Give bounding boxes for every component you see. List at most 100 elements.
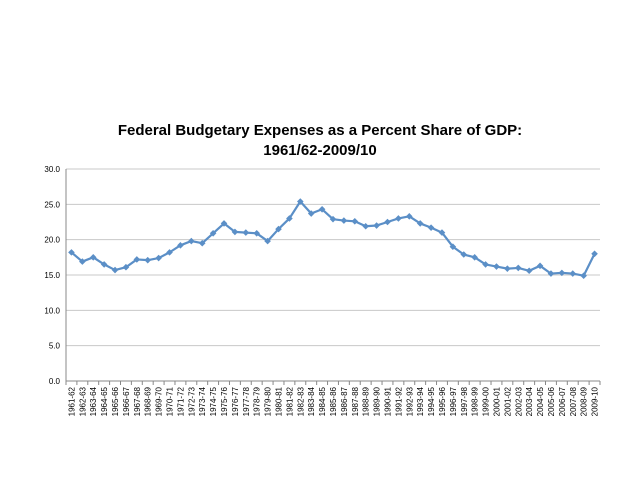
x-tick-label: 1987-88	[351, 386, 360, 416]
x-tick-label: 1981-82	[285, 386, 294, 416]
data-point	[416, 220, 424, 227]
data-point	[362, 222, 369, 230]
x-tick-label: 1989-90	[373, 386, 382, 416]
data-point	[318, 205, 326, 213]
x-tick-label: 1964-65	[100, 386, 109, 416]
x-tick-label: 1991-92	[394, 386, 403, 416]
x-tick-label: 2002-03	[514, 386, 523, 416]
data-point	[591, 250, 598, 258]
data-point	[438, 229, 446, 236]
data-point	[482, 261, 489, 268]
x-tick-label: 2004-05	[536, 386, 545, 416]
data-point	[133, 256, 141, 263]
data-point	[504, 265, 511, 272]
data-point	[89, 254, 97, 261]
x-tick-label: 1985-86	[329, 386, 338, 416]
data-point	[177, 242, 184, 249]
data-point	[493, 263, 500, 270]
x-tick-label: 1963-64	[89, 386, 98, 416]
x-tick-label: 1978-79	[253, 386, 262, 416]
x-tick-label: 1983-84	[307, 386, 316, 416]
x-tick-label: 1966-67	[122, 386, 131, 416]
x-tick-label: 1971-72	[176, 386, 185, 416]
x-tick-label: 1986-87	[340, 386, 349, 416]
y-tick-label: 0.0	[49, 377, 61, 386]
chart-title-line-2: 1961/62-2009/10	[263, 142, 377, 159]
x-tick-label: 1974-75	[209, 386, 218, 416]
data-point	[569, 270, 577, 277]
data-point	[297, 198, 304, 205]
data-point	[307, 210, 315, 217]
x-tick-label: 1979-80	[264, 386, 273, 416]
x-tick-label: 2009-10	[591, 386, 600, 416]
x-tick-label: 2008-09	[580, 386, 589, 416]
data-point	[525, 267, 533, 275]
data-point	[111, 266, 119, 274]
data-point	[405, 213, 413, 220]
data-point	[144, 256, 152, 264]
x-tick-label: 1998-99	[471, 386, 480, 416]
y-tick-label: 25.0	[44, 200, 60, 209]
data-point	[79, 258, 86, 265]
data-point	[340, 217, 348, 224]
series-line	[70, 200, 596, 277]
data-point	[253, 230, 261, 237]
data-point	[395, 215, 402, 222]
x-tick-label: 1967-68	[133, 386, 142, 416]
data-point	[471, 254, 478, 261]
data-point	[514, 264, 522, 272]
data-point	[275, 225, 282, 233]
y-tick-labels: 0.0 5.0 10.0 15.0 20.0 25.0 30.0	[44, 165, 60, 386]
data-point	[68, 249, 75, 256]
x-tick-label: 1965-66	[111, 386, 120, 416]
x-tick-label: 1977-78	[242, 386, 251, 416]
x-tick-label: 1992-93	[405, 386, 414, 416]
data-point	[558, 269, 566, 277]
x-tick-label: 1996-97	[449, 386, 458, 416]
x-tick-label: 1972-73	[187, 386, 196, 416]
data-point	[427, 224, 435, 231]
data-point	[329, 215, 337, 223]
data-point	[449, 243, 457, 251]
x-tick-label: 2007-08	[569, 386, 578, 416]
x-tick-label: 1962-63	[78, 386, 87, 416]
x-tick-label: 1975-76	[220, 386, 229, 416]
y-tick-label: 20.0	[44, 236, 60, 245]
gridlines	[66, 168, 600, 347]
data-point	[209, 230, 217, 237]
x-tick-label: 1961-62	[67, 386, 76, 416]
data-point	[220, 220, 228, 227]
x-tick-label: 1999-00	[482, 386, 491, 416]
x-tick-label: 1988-89	[362, 386, 371, 416]
x-tick-label: 1995-96	[438, 386, 447, 416]
data-point	[166, 249, 173, 256]
x-tick-label: 1994-95	[427, 386, 436, 416]
x-tick-label: 1973-74	[198, 386, 207, 416]
series-line-group	[68, 198, 598, 280]
data-point	[351, 217, 359, 225]
x-tick-label: 2001-02	[503, 386, 512, 416]
y-tick-label: 10.0	[44, 306, 60, 315]
data-point	[100, 261, 108, 268]
x-tick-label: 1990-91	[383, 386, 392, 416]
data-point	[198, 239, 206, 247]
data-point	[384, 218, 391, 226]
x-tick-label: 1976-77	[231, 386, 240, 416]
data-point	[188, 237, 195, 245]
data-point	[122, 263, 130, 271]
data-point	[547, 270, 555, 277]
data-point	[231, 228, 239, 236]
x-tick-label: 1970-71	[166, 386, 175, 416]
y-tick-label: 15.0	[44, 271, 60, 280]
x-tick-label: 2006-07	[558, 386, 567, 416]
axes	[65, 169, 601, 385]
x-tick-label: 2005-06	[547, 386, 556, 416]
x-tick-label: 2003-04	[525, 386, 534, 416]
data-point	[242, 229, 250, 236]
x-tick-label: 1984-85	[318, 386, 327, 416]
data-point	[536, 262, 544, 270]
y-tick-label: 5.0	[49, 342, 61, 351]
x-tick-label: 1968-69	[144, 386, 153, 416]
x-tick-label: 1982-83	[296, 386, 305, 416]
